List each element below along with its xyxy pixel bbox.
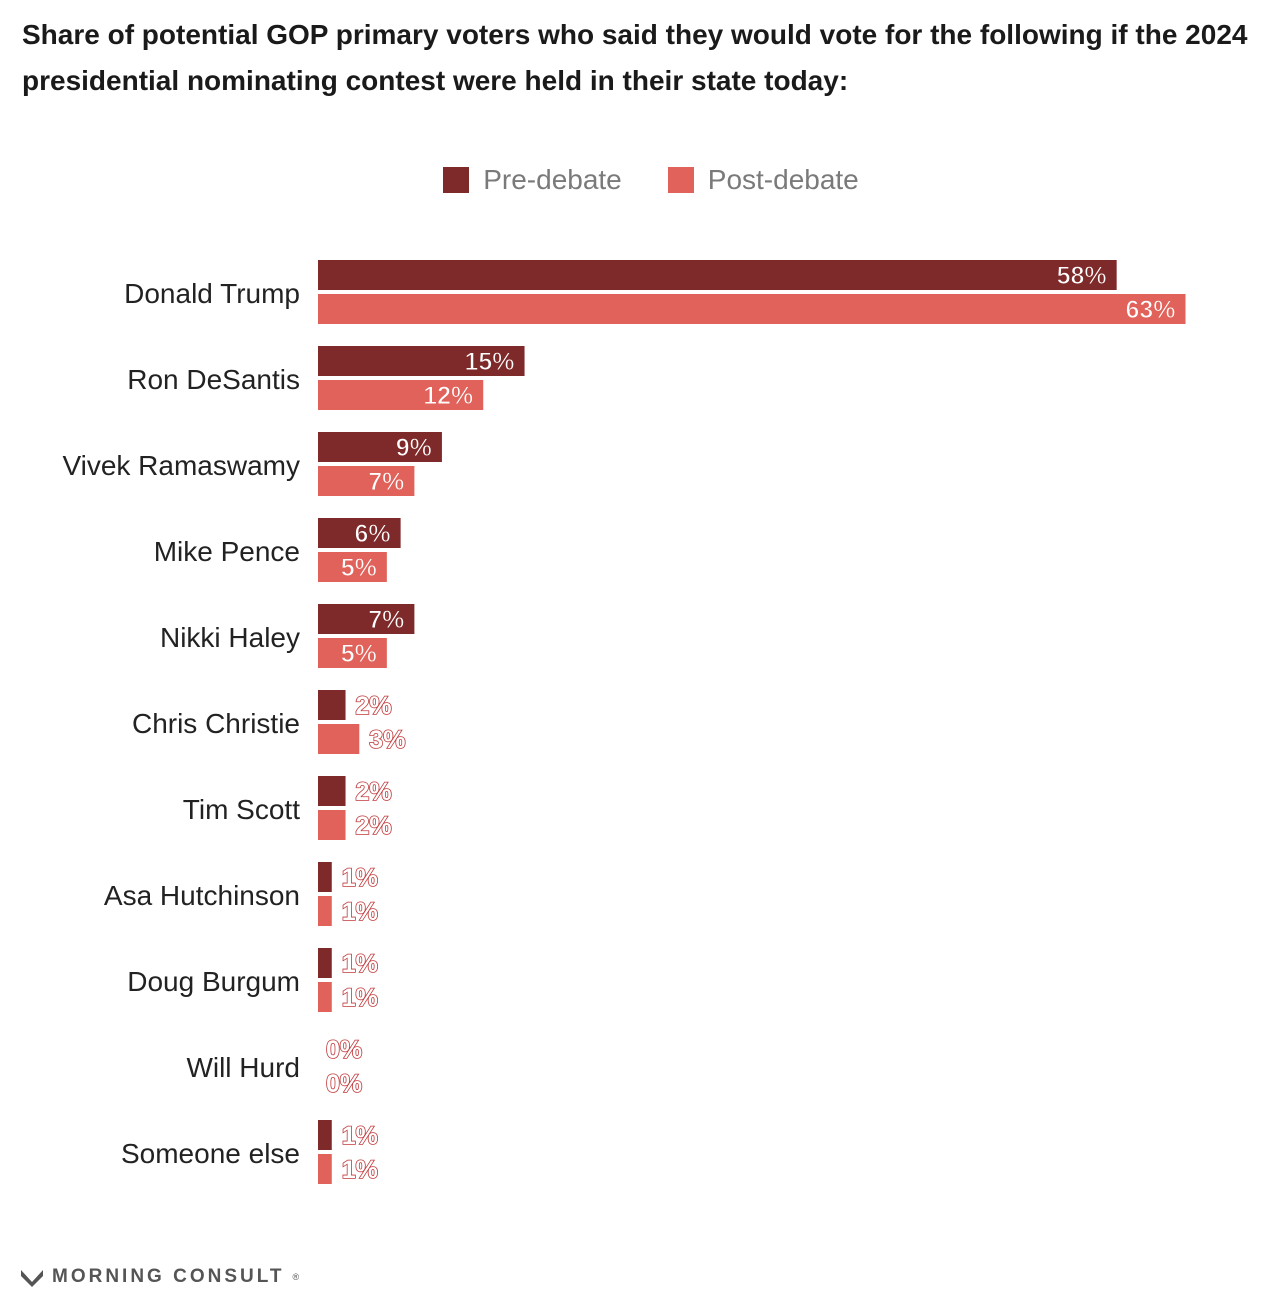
data-label: 1%: [342, 1122, 378, 1150]
data-label: 12%: [423, 382, 473, 410]
brand-name: MORNING CONSULT: [52, 1266, 285, 1287]
bar-pre-debate: [318, 776, 346, 806]
bar-pre-debate: [318, 948, 332, 978]
data-label: 6%: [354, 520, 390, 548]
category-label: Donald Trump: [124, 278, 300, 309]
category-label: Tim Scott: [183, 794, 300, 825]
morning-consult-logo-icon: [21, 1270, 43, 1287]
category-label: Ron DeSantis: [127, 364, 300, 395]
bar-pre-debate: [318, 260, 1117, 290]
category-label: Someone else: [121, 1138, 300, 1169]
bar-post-debate: [318, 724, 360, 754]
category-label: Doug Burgum: [127, 966, 300, 997]
bar-post-debate: [318, 810, 346, 840]
bar-pre-debate: [318, 690, 346, 720]
data-label: 63%: [1125, 296, 1175, 324]
data-label: 58%: [1057, 262, 1107, 290]
bar-post-debate: [318, 380, 484, 410]
bar-pre-debate: [318, 518, 401, 548]
bar-pre-debate: [318, 1120, 332, 1150]
data-label: 7%: [368, 606, 404, 634]
bar-post-debate: [318, 638, 387, 668]
data-label: 2%: [356, 692, 392, 720]
bar-post-debate: [318, 896, 332, 926]
category-label: Nikki Haley: [160, 622, 300, 653]
data-label: 9%: [396, 434, 432, 462]
bar-chart: Donald Trump 58% 63% Ron DeSantis 15% 12% Vive…: [62, 260, 1186, 1185]
chart-title: Share of potential GOP primary voters wh…: [22, 19, 1248, 96]
category-label: Chris Christie: [132, 708, 300, 739]
bar-pre-debate: [318, 604, 415, 634]
data-label: 0%: [326, 1070, 362, 1098]
legend-swatch-post: [667, 167, 694, 193]
bar-post-debate: [318, 466, 415, 496]
brand-trademark: ®: [292, 1272, 300, 1282]
category-label: Vivek Ramaswamy: [62, 450, 300, 481]
bar-pre-debate: [318, 432, 442, 462]
footer-logo: MORNING CONSULT ®: [20, 1266, 299, 1288]
data-label: 1%: [342, 984, 378, 1012]
legend-label-pre: Pre-debate: [483, 164, 622, 195]
data-label: 1%: [342, 950, 378, 978]
data-label: 0%: [326, 1036, 362, 1064]
data-label: 5%: [341, 554, 377, 582]
data-label: 2%: [356, 778, 392, 806]
bar-post-debate: [318, 982, 332, 1012]
legend-item-post: Post-debate: [667, 164, 859, 196]
category-label: Asa Hutchinson: [104, 880, 300, 911]
bar-pre-debate: [318, 862, 332, 892]
bar-pre-debate: [318, 346, 525, 376]
data-label: 3%: [369, 726, 405, 754]
bar-post-debate: [318, 1154, 332, 1184]
legend-item-pre: Pre-debate: [443, 164, 622, 196]
category-label: Mike Pence: [154, 536, 300, 567]
legend-swatch-pre: [443, 167, 470, 193]
data-label: 7%: [368, 468, 404, 496]
data-label: 1%: [342, 864, 378, 892]
data-label: 5%: [341, 640, 377, 668]
data-label: 15%: [465, 348, 515, 376]
bar-post-debate: [318, 552, 387, 582]
bar-post-debate: [318, 294, 1186, 324]
category-label: Will Hurd: [186, 1052, 300, 1083]
data-label: 2%: [356, 812, 392, 840]
data-label: 1%: [342, 898, 378, 926]
legend: Pre-debate Post-debate: [0, 160, 1282, 200]
legend-label-post: Post-debate: [707, 164, 859, 195]
data-label: 1%: [342, 1156, 378, 1184]
